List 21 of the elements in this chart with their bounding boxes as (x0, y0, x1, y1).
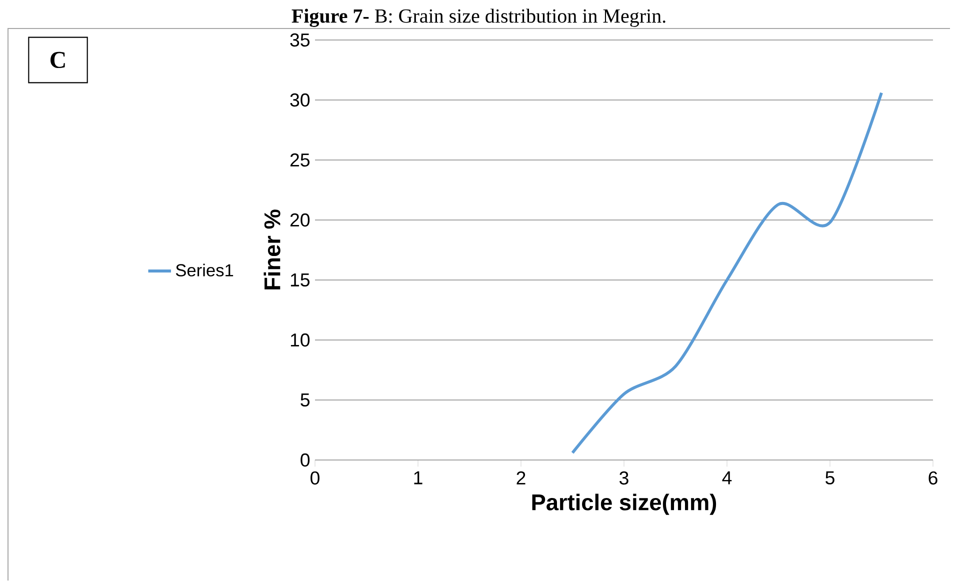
x-tick-label: 1 (414, 471, 422, 484)
y-tick-label: 0 (300, 453, 310, 467)
y-tick-label: 10 (290, 333, 310, 347)
y-tick-label: 25 (290, 153, 310, 167)
y-axis-title: Finer % (264, 210, 280, 290)
x-tick-label: 4 (722, 471, 732, 484)
chart-title: Figure 7- B: Grain size distribution in Megrin. (292, 8, 666, 27)
y-tick-label: 30 (290, 93, 310, 107)
y-tick-label: 20 (290, 213, 310, 227)
line-series (571, 91, 883, 454)
y-tick-label: 15 (290, 273, 310, 287)
x-tick-label: 5 (826, 471, 834, 484)
x-tick-label: 6 (928, 471, 938, 485)
x-tick-label: 2 (516, 471, 526, 484)
legend-label: Series1 (176, 264, 234, 276)
x-tick-label: 0 (310, 471, 320, 485)
y-tick-label: 35 (290, 33, 310, 47)
text: C (50, 52, 65, 68)
x-tick-label: 3 (620, 471, 628, 485)
x-axis-title: Particle size(mm) (532, 494, 716, 515)
y-tick-label: 5 (300, 393, 310, 407)
